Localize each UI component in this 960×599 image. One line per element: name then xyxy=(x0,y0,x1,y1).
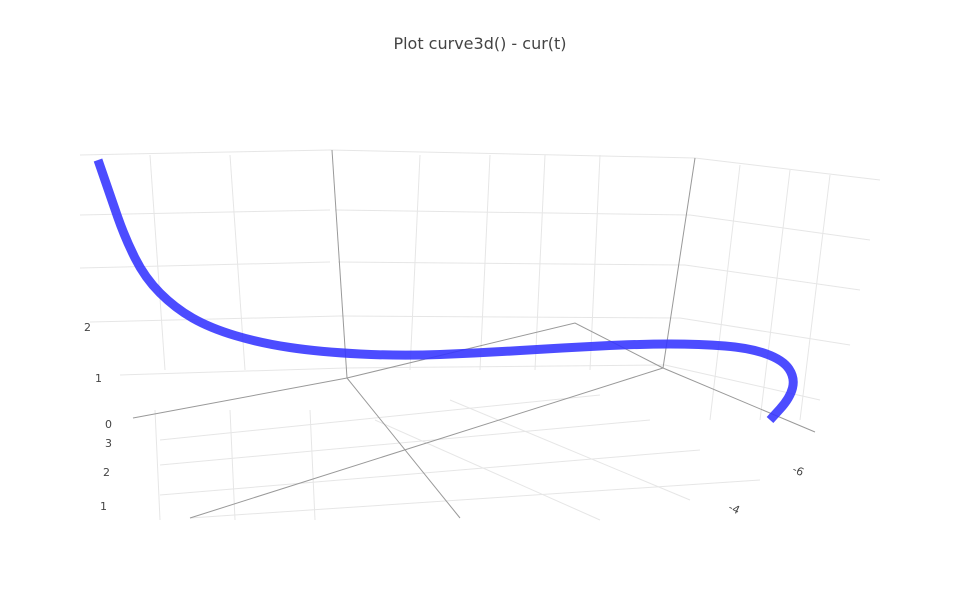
axis-line xyxy=(331,149,348,379)
grid-line xyxy=(337,261,686,266)
grid-lines xyxy=(79,149,881,521)
grid-line xyxy=(479,154,491,371)
grid-line xyxy=(344,364,666,369)
x-tick-neg4: -4 xyxy=(726,501,741,517)
y-tick-1: 1 xyxy=(100,500,107,513)
grid-line xyxy=(119,367,346,376)
grid-line xyxy=(154,409,161,521)
axis-line xyxy=(662,157,696,369)
grid-line xyxy=(534,154,546,371)
grid-line xyxy=(409,154,421,371)
grid-line xyxy=(694,157,881,181)
y-tick-3: 3 xyxy=(105,437,112,450)
grid-line xyxy=(79,261,331,269)
grid-line xyxy=(339,315,681,319)
grid-line xyxy=(309,409,316,521)
grid-line xyxy=(334,209,691,216)
z-tick-2: 2 xyxy=(84,321,91,334)
grid-line xyxy=(709,164,741,421)
grid-line xyxy=(79,209,331,216)
x-tick-neg6: -6 xyxy=(790,463,805,479)
grid-line xyxy=(79,149,331,156)
axis-line xyxy=(189,367,664,519)
grid-line xyxy=(684,264,861,291)
grid-line xyxy=(159,394,601,441)
axis-line xyxy=(132,322,664,419)
chart-title: Plot curve3d() - cur(t) xyxy=(393,34,567,53)
grid-line xyxy=(589,154,601,371)
grid-line xyxy=(799,174,831,421)
axis-line xyxy=(346,377,461,519)
axis-line xyxy=(662,367,816,433)
grid-line xyxy=(679,317,851,346)
grid-line xyxy=(449,399,691,501)
grid-line xyxy=(229,409,236,521)
grid-line xyxy=(159,419,651,466)
grid-line xyxy=(759,169,791,421)
grid-line xyxy=(89,315,341,323)
curve-series xyxy=(93,158,798,424)
z-tick-0: 0 xyxy=(105,418,112,431)
grid-line xyxy=(159,449,701,496)
grid-line xyxy=(149,154,166,371)
grid-line xyxy=(689,214,871,241)
y-tick-2: 2 xyxy=(103,466,110,479)
grid-line xyxy=(329,149,696,159)
z-tick-1: 1 xyxy=(95,372,102,385)
grid-line xyxy=(374,419,601,521)
grid-line xyxy=(189,479,761,519)
